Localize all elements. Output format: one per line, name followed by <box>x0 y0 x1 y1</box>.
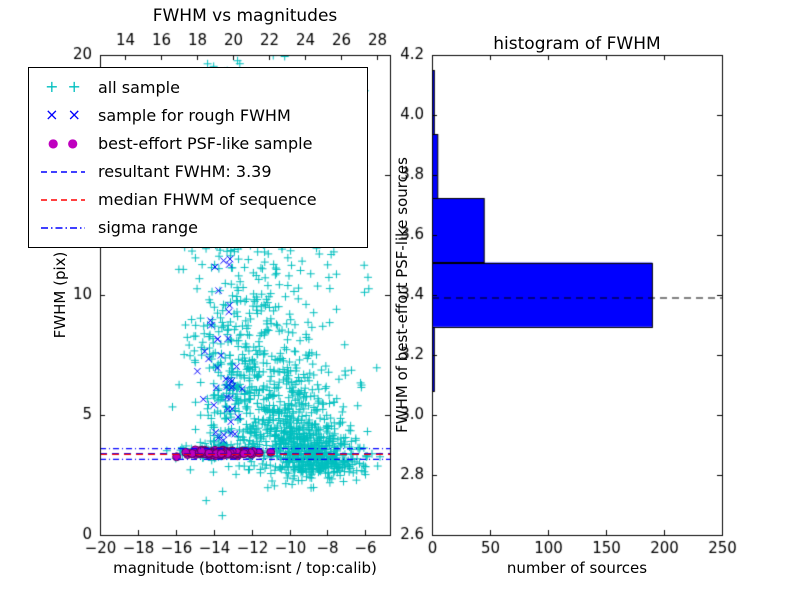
legend-label: sigma range <box>98 218 198 238</box>
legend-label: all sample <box>98 77 180 97</box>
circle-marker-icon: ● ● <box>48 136 78 151</box>
right-xaxis-label: number of sources <box>506 559 648 577</box>
legend-item-sigma-range: sigma range <box>29 215 367 241</box>
left-yaxis-label: FWHM (pix) <box>51 251 69 339</box>
legend-item-all-sample: + + all sample <box>29 74 367 100</box>
dashed-line-icon <box>37 197 89 203</box>
left-xaxis-label: magnitude (bottom:isnt / top:calib) <box>113 559 377 577</box>
legend-label: resultant FWHM: 3.39 <box>98 162 272 182</box>
legend-label: best-effort PSF-like sample <box>98 133 313 153</box>
dashdot-line-icon <box>37 225 89 231</box>
dashed-line-icon <box>37 169 89 175</box>
legend-label: median FHWM of sequence <box>98 190 317 210</box>
plus-marker-icon: + + <box>45 77 81 97</box>
x-marker-icon: × × <box>45 105 81 125</box>
legend: + + all sample × × sample for rough FWHM ●… <box>28 67 368 248</box>
legend-item-rough-fwhm-sample: × × sample for rough FWHM <box>29 102 367 128</box>
legend-label: sample for rough FWHM <box>98 105 291 125</box>
right-yaxis-label: FWHM of best-effort PSF-like sources <box>393 157 411 433</box>
legend-item-psf-like-sample: ● ● best-effort PSF-like sample <box>29 130 367 156</box>
left-plot-title: FWHM vs magnitudes <box>152 6 338 26</box>
legend-item-median-fwhm: median FHWM of sequence <box>29 187 367 213</box>
legend-item-resultant-fwhm: resultant FWHM: 3.39 <box>29 159 367 185</box>
right-plot-title: histogram of FWHM <box>493 34 661 54</box>
